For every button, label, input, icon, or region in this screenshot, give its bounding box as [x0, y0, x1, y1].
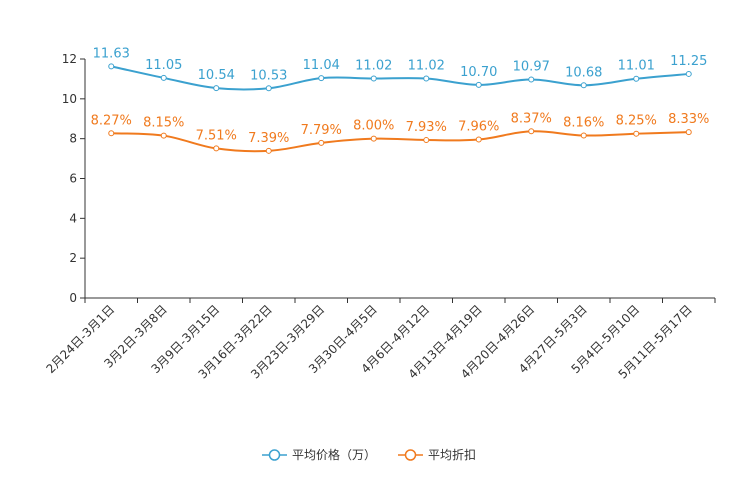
y-tick-label: 2 — [69, 251, 77, 265]
data-point — [160, 132, 167, 139]
data-point — [108, 130, 115, 137]
legend-item-avg-price[interactable]: 平均价格（万） — [262, 447, 376, 462]
data-point — [685, 70, 692, 77]
data-point — [265, 147, 272, 154]
data-label: 10.54 — [198, 68, 235, 83]
data-point — [423, 75, 430, 82]
x-axis: 2月24日-3月1日3月2日-3月8日3月9日-3月15日3月16日-3月22日… — [43, 297, 716, 382]
data-point — [423, 137, 430, 144]
data-label: 11.25 — [670, 54, 707, 69]
data-label: 10.70 — [460, 65, 497, 80]
data-point — [475, 136, 482, 143]
y-tick-label: 6 — [69, 172, 77, 186]
series-layer: 11.63 11.05 10.54 10.53 11.04 11.02 11.02 10.70… — [91, 46, 709, 154]
data-point — [370, 135, 377, 142]
data-point — [475, 81, 482, 88]
legend-label: 平均折扣 — [428, 447, 476, 462]
data-label: 10.53 — [250, 68, 287, 83]
data-label: 11.01 — [618, 59, 655, 74]
y-tick-label: 10 — [62, 92, 77, 106]
series-line — [111, 130, 689, 153]
y-tick-label: 0 — [69, 291, 77, 305]
data-label: 8.00% — [353, 119, 394, 134]
data-point — [213, 85, 220, 92]
data-label: 10.97 — [513, 60, 550, 75]
data-point — [633, 130, 640, 137]
data-point — [318, 139, 325, 146]
data-label: 8.15% — [143, 116, 184, 131]
data-point — [580, 82, 587, 89]
legend-marker — [404, 449, 417, 461]
y-tick-label: 12 — [62, 52, 77, 66]
data-point — [213, 145, 220, 152]
y-tick-label: 4 — [69, 211, 77, 225]
data-label: 11.05 — [145, 58, 182, 73]
y-tick-label: 8 — [69, 132, 77, 146]
data-label: 8.27% — [91, 113, 132, 128]
data-point — [685, 129, 692, 136]
data-label: 8.37% — [511, 111, 552, 126]
data-label: 11.04 — [303, 58, 340, 73]
data-point — [318, 75, 325, 82]
series-line — [111, 65, 689, 91]
series-avg-price: 11.63 11.05 10.54 10.53 11.04 11.02 11.02 10.70… — [93, 46, 707, 92]
data-label: 8.33% — [668, 112, 709, 127]
data-point — [528, 76, 535, 83]
data-label: 10.68 — [565, 65, 602, 80]
y-axis: 0 2 4 6 8 10 12 — [62, 52, 86, 305]
data-point — [580, 132, 587, 139]
legend-marker — [268, 449, 281, 461]
data-label: 11.63 — [93, 46, 130, 61]
data-label: 7.39% — [248, 131, 289, 146]
data-point — [370, 75, 377, 82]
data-label: 7.96% — [458, 119, 499, 134]
series-avg-discount: 8.27% 8.15% 7.51% 7.39% 7.79% 8.00% 7.93% 7.96%… — [91, 111, 709, 154]
data-label: 8.25% — [616, 114, 657, 129]
data-label: 11.02 — [408, 59, 445, 74]
legend-label: 平均价格（万） — [292, 447, 376, 462]
data-point — [528, 128, 535, 135]
legend[interactable]: 平均价格（万） 平均折扣 — [262, 447, 476, 462]
data-label: 7.79% — [301, 123, 342, 138]
data-label: 7.93% — [406, 120, 447, 135]
data-point — [265, 85, 272, 92]
data-point — [160, 74, 167, 81]
data-label: 7.51% — [196, 128, 237, 143]
data-label: 8.16% — [563, 115, 604, 130]
data-point — [633, 75, 640, 82]
data-label: 11.02 — [355, 59, 392, 74]
data-point — [108, 63, 115, 70]
legend-item-avg-discount[interactable]: 平均折扣 — [398, 447, 476, 462]
